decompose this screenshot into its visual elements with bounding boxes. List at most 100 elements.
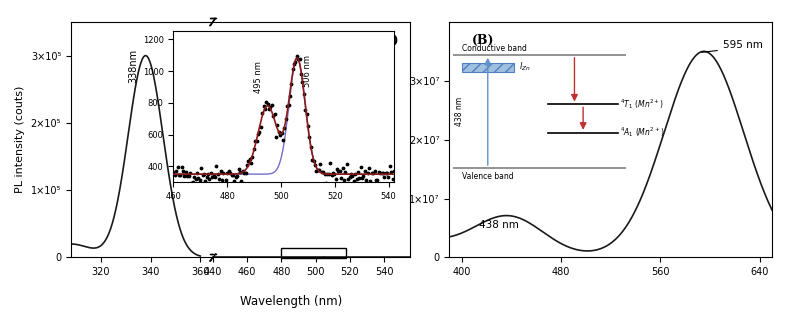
Point — [188, 174, 200, 179]
Point — [313, 167, 325, 172]
Point — [238, 170, 251, 175]
Point — [381, 171, 393, 176]
Point — [247, 147, 260, 152]
Text: 438 nm: 438 nm — [455, 97, 464, 126]
Point — [331, 167, 344, 172]
Point — [375, 171, 388, 176]
Point — [355, 165, 367, 170]
Point — [171, 165, 184, 170]
Point — [344, 171, 357, 176]
Point — [260, 100, 273, 105]
Point — [302, 123, 314, 128]
Point — [373, 169, 385, 174]
Point — [288, 61, 300, 66]
Point — [187, 179, 199, 184]
Point — [360, 177, 373, 182]
Text: (B): (B) — [472, 34, 494, 47]
Point — [224, 171, 236, 176]
Point — [346, 174, 359, 179]
Point — [181, 174, 194, 179]
Point — [189, 176, 202, 181]
Point — [289, 60, 302, 65]
Point — [193, 178, 206, 183]
Point — [280, 117, 292, 122]
Point — [273, 129, 285, 134]
Point — [321, 172, 333, 177]
Point — [340, 162, 353, 167]
Point — [258, 106, 271, 111]
Text: Conductive band: Conductive band — [462, 44, 526, 53]
Point — [386, 177, 399, 182]
Point — [220, 178, 232, 183]
Point — [335, 176, 348, 181]
Point — [296, 79, 309, 84]
Point — [336, 165, 349, 171]
Point — [311, 168, 324, 173]
Point — [271, 123, 284, 128]
Point — [298, 91, 310, 96]
Point — [362, 166, 375, 171]
Point — [211, 172, 224, 177]
Point — [174, 173, 187, 178]
Point — [184, 171, 196, 176]
Point — [322, 171, 335, 176]
Point — [382, 175, 395, 180]
Point — [370, 177, 382, 182]
Point — [315, 170, 328, 175]
Point — [317, 170, 329, 175]
Text: 495 nm: 495 nm — [254, 62, 263, 93]
Point — [350, 176, 362, 181]
Point — [267, 114, 280, 119]
Point — [384, 163, 396, 168]
Point — [242, 159, 255, 164]
Point — [284, 94, 296, 99]
Point — [385, 170, 397, 175]
Point — [246, 154, 258, 159]
Point — [366, 171, 378, 176]
Point — [207, 173, 220, 178]
Point — [206, 174, 218, 179]
Point — [309, 163, 322, 168]
Point — [264, 105, 277, 110]
Point — [348, 179, 360, 184]
Point — [333, 168, 346, 173]
Point — [281, 103, 293, 108]
Text: 595 nm: 595 nm — [723, 41, 763, 51]
Point — [213, 176, 225, 181]
Point — [338, 178, 351, 183]
Point — [364, 179, 377, 184]
Point — [240, 163, 253, 168]
Point — [324, 161, 336, 166]
Text: $^4A_1$ $(Mn^{2+})$: $^4A_1$ $(Mn^{2+})$ — [619, 125, 663, 139]
Point — [257, 103, 269, 108]
Point — [303, 135, 316, 140]
Point — [299, 108, 311, 113]
Point — [277, 138, 289, 143]
Point — [202, 171, 214, 176]
Point — [232, 166, 245, 171]
Point — [169, 172, 181, 177]
FancyBboxPatch shape — [281, 248, 347, 258]
Text: 506 nm: 506 nm — [303, 55, 311, 87]
Point — [359, 168, 371, 173]
Point — [253, 130, 266, 135]
Point — [203, 177, 216, 182]
Point — [295, 72, 307, 77]
Point — [221, 171, 234, 176]
Text: $l_{Zn}$: $l_{Zn}$ — [519, 60, 530, 73]
Point — [177, 168, 189, 173]
Point — [229, 175, 242, 180]
Point — [225, 172, 238, 177]
Point — [234, 169, 247, 174]
Point — [191, 170, 203, 175]
Text: (A): (A) — [378, 34, 400, 47]
Point — [285, 82, 298, 87]
Text: 338nm: 338nm — [128, 48, 138, 83]
Point — [217, 171, 229, 176]
Bar — [462, 63, 514, 72]
Text: Wavelength (nm): Wavelength (nm) — [240, 295, 343, 308]
Text: Valence band: Valence band — [462, 172, 514, 181]
Point — [198, 171, 210, 176]
Point — [262, 102, 274, 107]
Point — [196, 173, 209, 178]
